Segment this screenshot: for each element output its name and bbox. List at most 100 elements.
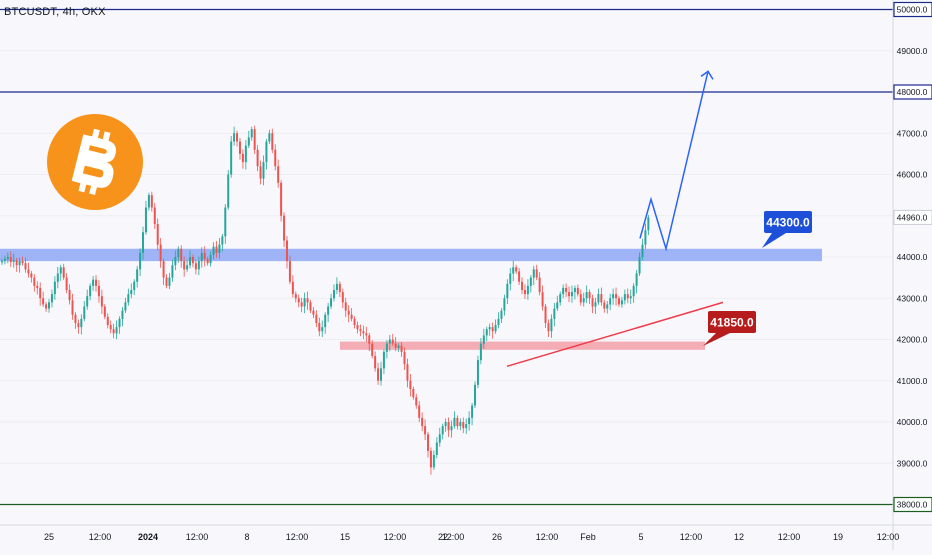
time-tick-label: 12:00 [778, 532, 801, 542]
candle-body [515, 267, 518, 272]
candle-body [318, 323, 321, 332]
time-tick-label: 15 [340, 532, 350, 542]
candle-body [191, 257, 194, 264]
candle-body [429, 450, 432, 468]
candle-body [532, 269, 535, 278]
time-tick-label: 12:00 [877, 532, 900, 542]
candle-body [238, 141, 241, 154]
candle-body [585, 292, 588, 299]
candle-body [71, 300, 74, 315]
candle-body [56, 273, 59, 282]
candle-body [597, 294, 600, 303]
bitcoin-icon [71, 128, 116, 195]
candle-body [236, 133, 239, 142]
candle-body [341, 292, 344, 303]
candle-body [18, 261, 21, 266]
candle-body [432, 455, 435, 468]
candle-body [620, 300, 623, 305]
candle-body [133, 281, 136, 290]
candle-body [203, 252, 206, 260]
candle-body [388, 339, 391, 344]
candle-body [274, 149, 277, 167]
candle-body [403, 351, 406, 365]
time-tick-label: 25 [44, 532, 54, 542]
candle-body [3, 259, 6, 262]
candle-body [174, 257, 177, 266]
price-tick-label: 42000.0 [897, 335, 928, 345]
candle-body [186, 265, 189, 270]
candle-body [368, 335, 371, 344]
candle-body [576, 287, 579, 295]
candle-body [500, 310, 503, 319]
candle-body [312, 310, 315, 315]
candle-body [600, 294, 603, 303]
candle-body [350, 314, 353, 319]
candle-body [27, 269, 30, 274]
bitcoin-logo [47, 114, 143, 210]
callout-label: 44300.0 [766, 216, 810, 230]
candle-body [283, 215, 286, 241]
candle-body [162, 261, 165, 278]
price-tick-label: 49000.0 [897, 46, 928, 56]
candle-body [244, 145, 247, 163]
candle-body [24, 263, 27, 270]
projection-arrowhead [700, 70, 714, 80]
candle-body [626, 294, 629, 299]
callout-label: 41850.0 [710, 316, 754, 330]
price-tick-label: 43000.0 [897, 293, 928, 303]
price-tick-label: 50000.0 [897, 5, 928, 15]
time-tick-label: 22 [438, 532, 448, 542]
candle-body [412, 389, 415, 398]
candle-body [150, 195, 153, 208]
candle-body [617, 298, 620, 305]
candle-body [215, 246, 218, 253]
candle-body [247, 137, 250, 146]
candle-body [218, 244, 221, 253]
candle-body [89, 285, 92, 297]
candle-body [177, 248, 180, 257]
candle-body [221, 236, 224, 245]
candle-body [45, 304, 48, 309]
candle-body [359, 329, 362, 332]
level-price-tag [893, 84, 932, 100]
candle-body [180, 248, 183, 262]
candle-body [212, 246, 215, 255]
candle-body [165, 277, 168, 286]
horizontal-levels [0, 8, 893, 506]
candle-body [256, 149, 259, 167]
time-tick-label: 2024 [138, 532, 158, 542]
callout-pointer [762, 233, 786, 248]
candle-body [271, 133, 274, 150]
candle-body [582, 298, 585, 303]
time-tick-label: 12:00 [384, 532, 407, 542]
candle-body [482, 335, 485, 344]
candle-body [471, 405, 474, 418]
candle-body [136, 269, 139, 282]
candle-body [427, 434, 430, 451]
candle-body [127, 294, 130, 303]
candle-body [265, 141, 268, 163]
candle-body [50, 294, 53, 303]
candle-body [59, 267, 62, 274]
candle-body [476, 360, 479, 385]
price-tick-label: 38000.0 [897, 500, 928, 510]
candle-body [506, 283, 509, 299]
price-axis: 38000.0 39000.0 40000.0 41000.0 42000.0 43000… [893, 1, 932, 513]
candle-body [394, 343, 397, 348]
candle-body [197, 261, 200, 270]
last-price-label: 44960.0 [897, 212, 928, 222]
candle-body [227, 174, 230, 208]
candle-body [144, 207, 147, 233]
candle-body [347, 310, 350, 315]
candle-body [288, 261, 291, 282]
candle-body [241, 153, 244, 163]
candle-body [547, 323, 550, 332]
candle-body [444, 422, 447, 427]
candle-body [277, 166, 280, 183]
candle-body [488, 327, 491, 330]
candle-body [324, 314, 327, 328]
candle-body [612, 294, 615, 299]
time-tick-label: 19 [833, 532, 843, 542]
candle-body [629, 296, 632, 299]
price-tick-label: 44000.0 [897, 252, 928, 262]
